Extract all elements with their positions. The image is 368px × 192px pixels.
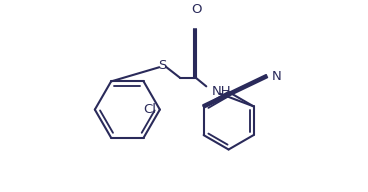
Text: S: S <box>159 59 167 71</box>
Text: O: O <box>191 3 201 16</box>
Text: Cl: Cl <box>144 103 156 116</box>
Text: N: N <box>271 70 281 83</box>
Text: NH: NH <box>212 85 231 98</box>
